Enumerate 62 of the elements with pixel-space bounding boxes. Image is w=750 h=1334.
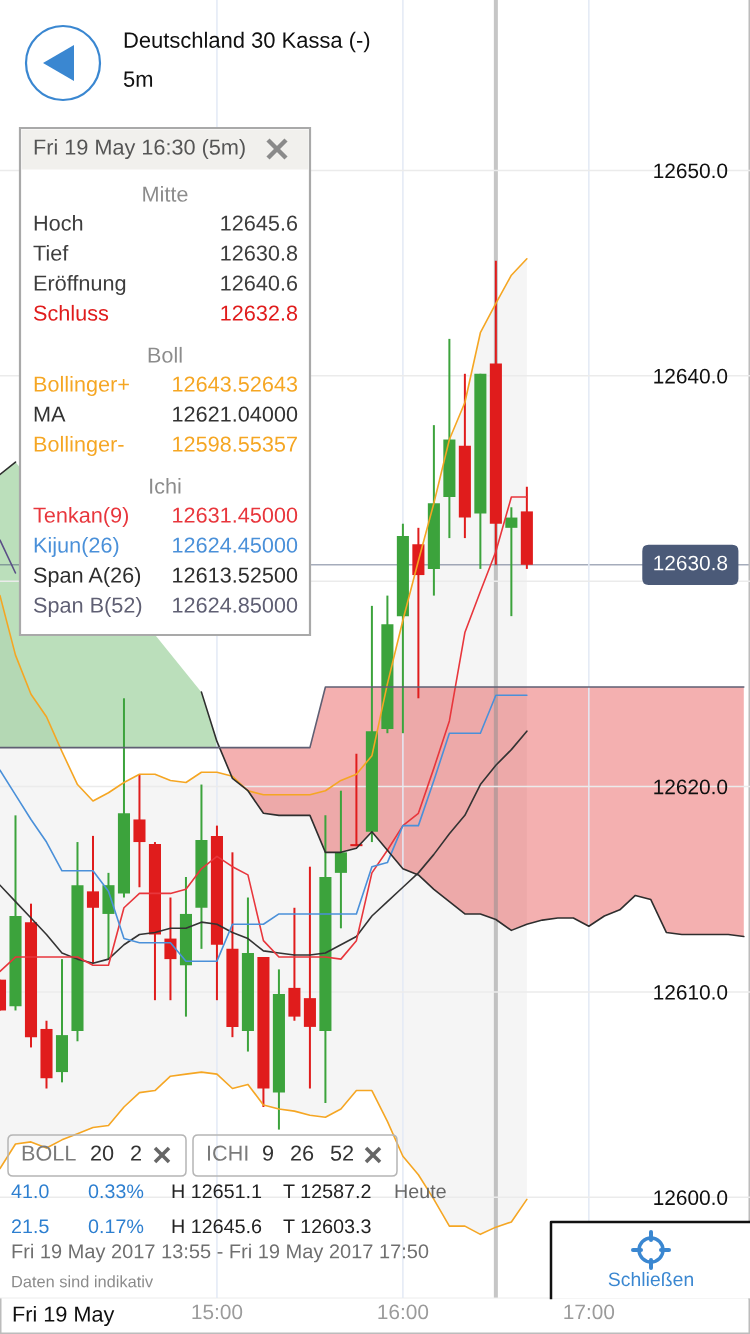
annotation: 21.5 <box>11 1219 49 1234</box>
text: 5m <box>123 71 153 87</box>
annotation: H 12651.1 <box>172 1184 262 1199</box>
annotation: T 12587.2 <box>283 1184 371 1199</box>
annotation: 52 <box>330 1145 354 1161</box>
y-tick-label: 12600.0 <box>654 1190 728 1206</box>
annotation: Bollinger+ <box>34 375 129 397</box>
candlestick <box>86 834 100 965</box>
y-tick-label: 12650.0 <box>654 163 728 179</box>
annotation: Mitte <box>143 185 188 202</box>
line-series <box>0 496 528 973</box>
annotation: 41.0 <box>11 1184 49 1199</box>
annotation: Span B(52) <box>33 596 142 618</box>
annotation: ICHI <box>208 1145 248 1161</box>
y-tick-label: 12610.0 <box>654 984 728 1000</box>
annotation: Span A(26) <box>33 566 141 588</box>
candlestick <box>334 789 347 930</box>
x-tick-label: 15:00 <box>192 1304 243 1320</box>
annotation: Fri 19 May 16:30 (5m) <box>34 138 245 160</box>
annotation: MA <box>34 406 66 422</box>
annotation: Tenkan(9) <box>33 506 128 528</box>
x-tick-label: 17:00 <box>564 1304 615 1320</box>
annotation: 12598.55357 <box>173 436 297 452</box>
annotation: 12645.6 <box>221 215 298 231</box>
y-tick-label: 12620.0 <box>654 779 728 795</box>
annotation: T 12603.3 <box>283 1219 371 1234</box>
annotation: 0.17% <box>88 1219 144 1234</box>
annotation: 12613.52500 <box>173 567 298 583</box>
annotation: 0.33% <box>88 1184 144 1199</box>
text: Fri 19 May <box>13 1305 115 1327</box>
x-tick-label: 16:00 <box>378 1304 429 1320</box>
y-tick-label: 12640.0 <box>654 368 728 384</box>
annotation: Kijun(26) <box>34 536 119 558</box>
annotation: 12624.45000 <box>173 537 298 553</box>
annotation: Schluss <box>33 304 109 321</box>
annotation: Tief <box>33 244 69 261</box>
candlestick <box>505 506 518 618</box>
annotation: 12640.6 <box>221 275 298 291</box>
text: Deutschland 30 Kassa (-) <box>124 31 370 53</box>
annotation: Daten sind indikativ <box>12 1275 154 1288</box>
annotation: H 12645.6 <box>172 1219 262 1234</box>
annotation: 26 <box>291 1145 314 1161</box>
annotation: 20 <box>91 1145 114 1161</box>
annotation: Bollinger- <box>34 435 124 457</box>
annotation: 9 <box>263 1145 274 1161</box>
annotation: BOLL <box>22 1145 76 1161</box>
annotation: 12643.52643 <box>173 376 298 392</box>
annotation: Eröffnung <box>34 274 126 296</box>
annotation: 12624.85000 <box>173 597 298 613</box>
annotation: Fri 19 May 2017 13:55 - Fri 19 May 2017 17:50 <box>12 1243 429 1263</box>
ref-line-label: 12630.8 <box>654 555 728 571</box>
line-series <box>0 1071 528 1236</box>
candlestick <box>133 773 146 889</box>
annotation: 2 <box>131 1145 141 1161</box>
annotation: Schließen <box>608 1271 693 1287</box>
annotation: Boll <box>148 346 182 363</box>
annotation: 12621.04000 <box>173 406 298 422</box>
annotation: Hoch <box>34 214 83 231</box>
annotation: Ichi <box>150 477 181 494</box>
annotation: 12631.45000 <box>173 507 298 523</box>
annotation: 12632.8 <box>221 305 298 321</box>
annotation: 12630.8 <box>221 245 298 261</box>
